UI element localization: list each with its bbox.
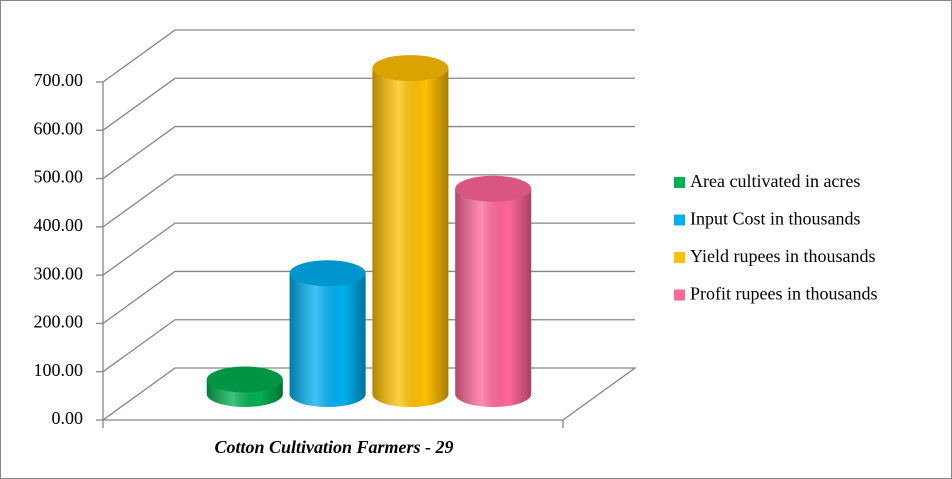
y-tick-label: 400.00 <box>34 215 84 235</box>
legend-swatch <box>674 252 685 263</box>
grid-line <box>102 29 635 83</box>
bar-top <box>206 366 283 393</box>
legend-label: Yield rupees in thousands <box>690 246 875 266</box>
legend-label: Input Cost in thousands <box>690 209 861 229</box>
grid-line <box>102 77 635 131</box>
y-tick-label: 100.00 <box>34 360 84 380</box>
legend-swatch <box>674 214 685 226</box>
legend-label: Profit rupees in thousands <box>690 284 877 304</box>
y-tick-label: 500.00 <box>34 167 84 187</box>
bar-shade <box>372 68 449 408</box>
legend-swatch <box>674 177 685 188</box>
y-tick-label: 0.00 <box>52 408 84 428</box>
y-tick-label: 200.00 <box>34 312 84 332</box>
y-tick-label: 600.00 <box>34 118 84 138</box>
bar-top <box>455 175 532 202</box>
bar-top <box>289 260 366 287</box>
bar-shade <box>455 188 532 407</box>
legend-label: Area cultivated in acres <box>690 171 860 191</box>
grid-line <box>102 125 635 180</box>
floor <box>100 367 638 421</box>
y-tick-label: 700.00 <box>34 70 84 90</box>
legend-swatch <box>674 289 685 301</box>
bar-top <box>372 55 449 82</box>
bar-top-shade <box>455 175 532 202</box>
y-tick-label: 300.00 <box>34 263 84 283</box>
bar-top-shade <box>372 55 449 82</box>
bar-top-shade <box>206 366 283 393</box>
grid-line <box>102 174 635 228</box>
category-label: Cotton Cultivation Farmers - 29 <box>214 437 453 457</box>
bar-shade <box>289 273 366 407</box>
bar-top-shade <box>289 260 366 287</box>
